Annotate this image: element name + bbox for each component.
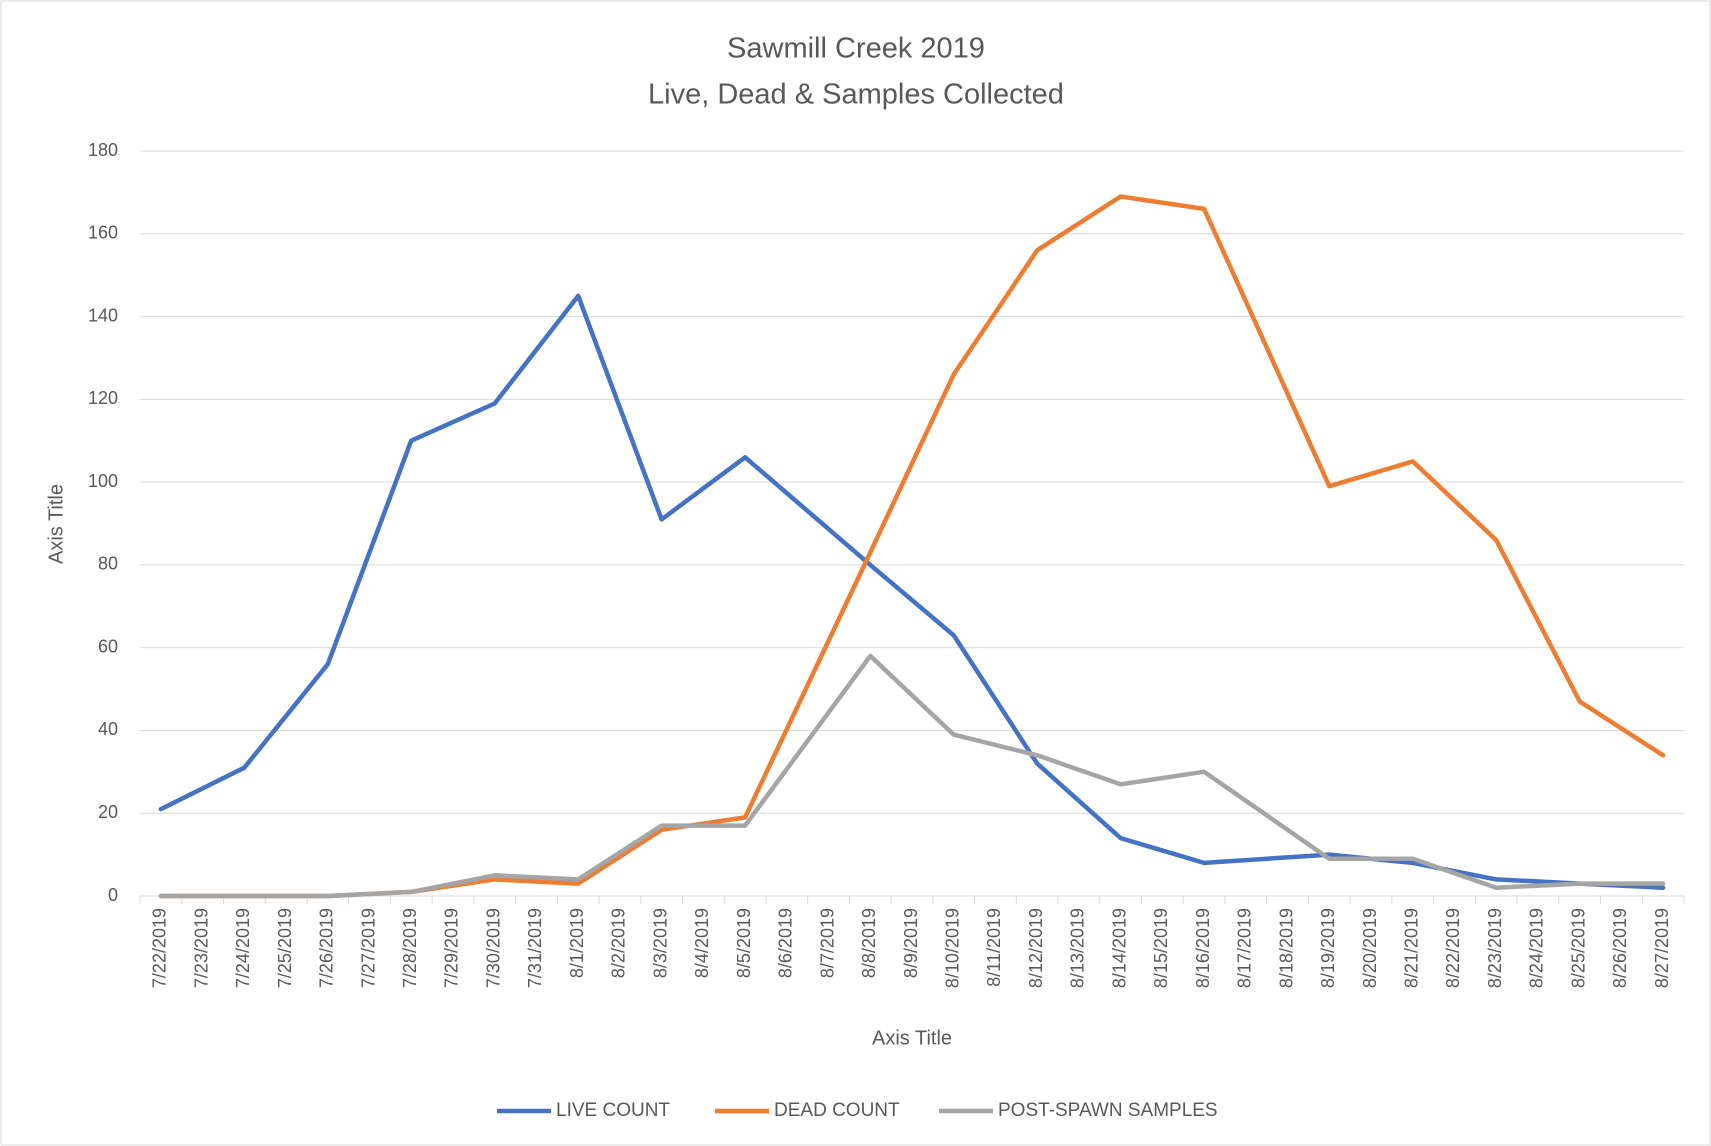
x-tick-label: 8/25/2019	[1568, 908, 1588, 988]
y-tick-label: 60	[98, 636, 118, 656]
x-tick-label: 8/23/2019	[1485, 908, 1505, 988]
x-tick-label: 8/21/2019	[1402, 908, 1422, 988]
x-tick-label: 8/24/2019	[1527, 908, 1547, 988]
chart-subtitle: Live, Dead & Samples Collected	[648, 79, 1064, 111]
x-axis-title: Axis Title	[872, 1027, 952, 1049]
x-tick-label: 8/20/2019	[1360, 908, 1380, 988]
x-tick-label: 8/12/2019	[1026, 908, 1046, 988]
x-tick-label: 8/9/2019	[901, 908, 921, 978]
y-tick-label: 120	[88, 388, 118, 408]
legend-label: LIVE COUNT	[556, 1100, 670, 1121]
x-tick-label: 7/26/2019	[317, 908, 337, 988]
x-tick-label: 8/18/2019	[1276, 908, 1296, 988]
x-tick-label: 7/25/2019	[275, 908, 295, 988]
x-tick-label: 7/24/2019	[233, 908, 253, 988]
y-tick-label: 100	[88, 471, 118, 491]
series-line	[158, 653, 1666, 899]
legend-label: POST-SPAWN SAMPLES	[998, 1100, 1218, 1121]
x-tick-label: 8/2/2019	[609, 908, 629, 978]
x-tick-label: 8/15/2019	[1151, 908, 1171, 988]
x-tick-label: 8/16/2019	[1193, 908, 1213, 988]
x-tick-label: 8/14/2019	[1109, 908, 1129, 988]
y-axis-title: Axis Title	[45, 484, 67, 564]
x-tick-label: 8/27/2019	[1652, 908, 1672, 988]
x-tick-label: 7/29/2019	[442, 908, 462, 988]
x-tick-label: 7/30/2019	[483, 908, 503, 988]
x-tick-label: 8/17/2019	[1235, 908, 1255, 988]
x-tick-label: 8/5/2019	[734, 908, 754, 978]
x-tick-label: 8/26/2019	[1610, 908, 1630, 988]
chart-title: Sawmill Creek 2019	[727, 33, 985, 65]
x-tick-label: 8/1/2019	[567, 908, 587, 978]
x-tick-label: 7/27/2019	[358, 908, 378, 988]
x-tick-label: 7/22/2019	[150, 908, 170, 988]
y-tick-label: 40	[98, 719, 118, 739]
x-tick-label: 8/10/2019	[942, 908, 962, 988]
x-tick-label: 8/22/2019	[1443, 908, 1463, 988]
x-tick-label: 8/4/2019	[692, 908, 712, 978]
x-tick-label: 8/8/2019	[859, 908, 879, 978]
x-tick-label: 8/13/2019	[1068, 908, 1088, 988]
y-tick-label: 180	[88, 140, 118, 160]
x-tick-label: 7/23/2019	[191, 908, 211, 988]
x-tick-label: 8/3/2019	[650, 908, 670, 978]
x-tick-label: 8/19/2019	[1318, 908, 1338, 988]
y-tick-label: 80	[98, 554, 118, 574]
x-tick-label: 8/11/2019	[984, 908, 1004, 987]
x-tick-label: 8/7/2019	[817, 908, 837, 978]
y-tick-label: 0	[108, 885, 118, 905]
y-tick-label: 140	[88, 305, 118, 325]
x-tick-label: 7/31/2019	[525, 908, 545, 988]
legend-label: DEAD COUNT	[774, 1100, 900, 1121]
x-tick-label: 7/28/2019	[400, 908, 420, 988]
x-tick-label: 8/6/2019	[776, 908, 796, 978]
y-tick-label: 20	[98, 802, 118, 822]
y-tick-label: 160	[88, 223, 118, 243]
